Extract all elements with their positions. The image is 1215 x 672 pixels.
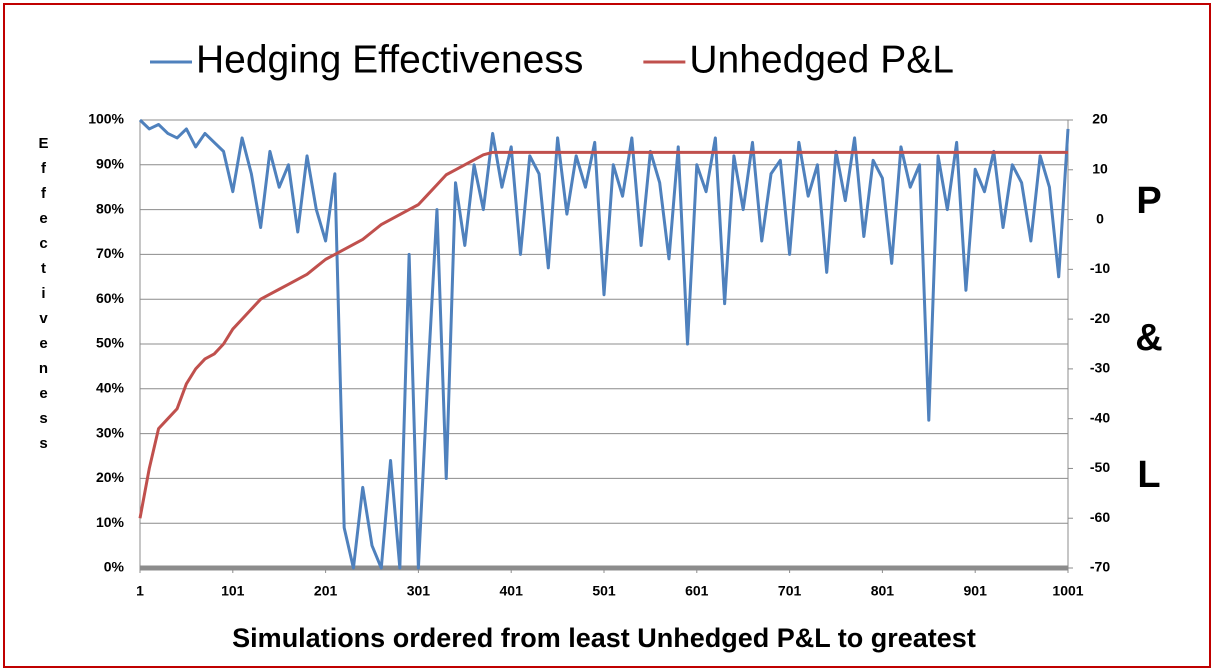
- y-tick-label: 90%: [96, 156, 125, 172]
- x-tick-label: 101: [221, 583, 245, 599]
- y-tick-label: 50%: [96, 335, 125, 351]
- x-tick-label: 501: [592, 583, 616, 599]
- x-tick-label: 201: [314, 583, 338, 599]
- x-tick-label: 401: [500, 583, 524, 599]
- y-axis-title: Effectiveness: [35, 135, 52, 460]
- y2-axis-title: P&L: [1128, 180, 1170, 591]
- y2-tick-label: -50: [1090, 459, 1110, 475]
- y-tick-label: 30%: [96, 424, 125, 440]
- x-tick-label: 801: [871, 583, 895, 599]
- y-tick-label: 60%: [96, 290, 125, 306]
- y2-tick-label: -70: [1090, 559, 1110, 575]
- y2-tick-label: -10: [1090, 260, 1110, 276]
- x-tick-label: 1: [136, 583, 144, 599]
- x-tick-label: 901: [964, 583, 988, 599]
- series-line: [138, 118, 1070, 570]
- y2-tick-label: 0: [1096, 210, 1104, 226]
- y-tick-label: 80%: [96, 200, 125, 216]
- legend-label: Hedging Effectiveness: [196, 38, 583, 81]
- y2-tick-label: -60: [1090, 509, 1110, 525]
- y2-tick-label: -30: [1090, 360, 1110, 376]
- x-tick-label: 701: [778, 583, 802, 599]
- x-tick-label: 301: [407, 583, 431, 599]
- y2-tick-label: -20: [1090, 310, 1110, 326]
- y-tick-label: 20%: [96, 469, 125, 485]
- x-tick-label: 601: [685, 583, 709, 599]
- y-tick-label: 100%: [88, 111, 124, 127]
- legend-label: Unhedged P&L: [689, 38, 954, 81]
- y-tick-label: 70%: [96, 245, 125, 261]
- y2-tick-label: 10: [1092, 160, 1108, 176]
- x-axis-title: Simulations ordered from least Unhedged …: [232, 623, 976, 653]
- y2-tick-label: 20: [1092, 111, 1108, 127]
- y-tick-label: 40%: [96, 380, 125, 396]
- y-tick-label: 0%: [104, 559, 125, 575]
- y2-tick-label: -40: [1090, 409, 1110, 425]
- x-tick-label: 1001: [1052, 583, 1083, 599]
- y-tick-label: 10%: [96, 514, 125, 530]
- series-line: [138, 150, 1068, 519]
- frame: [3, 3, 1211, 668]
